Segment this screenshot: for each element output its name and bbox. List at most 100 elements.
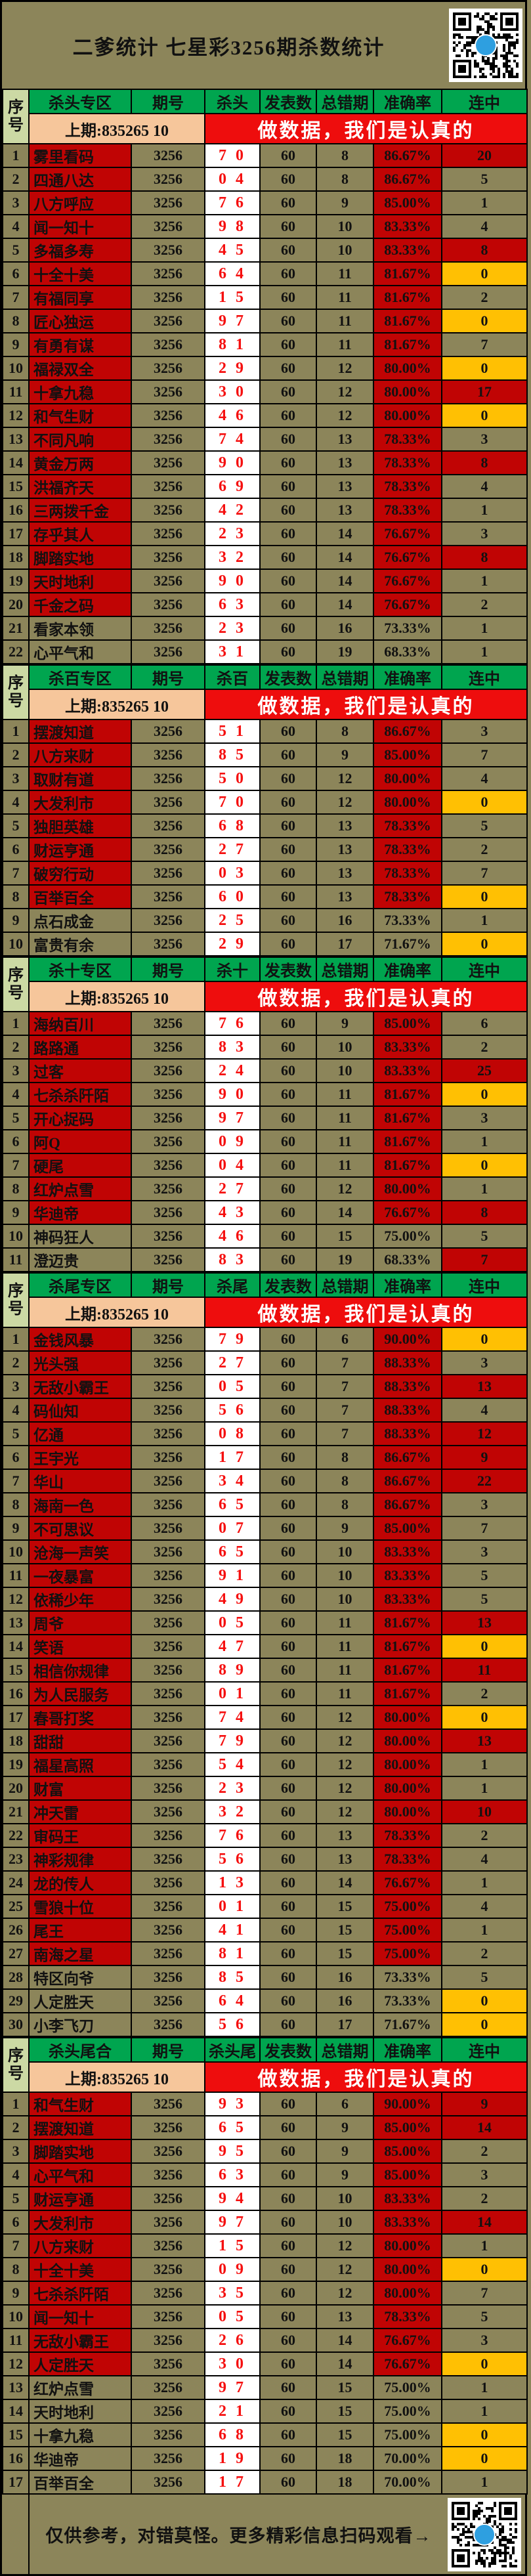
accuracy-rate: 81.67%: [373, 1082, 442, 1107]
publish-count: 60: [259, 1563, 317, 1588]
streak-count: 1: [441, 2399, 528, 2424]
period-number: 3256: [131, 2351, 205, 2376]
column-header-period: 期号: [131, 89, 205, 114]
period-number: 3256: [131, 932, 205, 956]
accuracy-rate: 81.67%: [373, 1658, 442, 1683]
slogan-banner: 做数据，我们是认真的: [204, 981, 528, 1012]
predictor-name: 甜甜: [28, 1728, 132, 1753]
predictor-name: 阿Q: [28, 1129, 132, 1154]
total-errors: 19: [316, 639, 374, 664]
total-errors: 14: [316, 569, 374, 593]
total-errors: 11: [316, 1658, 374, 1683]
accuracy-rate: 85.00%: [373, 190, 442, 215]
kill-digits: 7 0: [204, 790, 261, 815]
publish-count: 60: [259, 2470, 317, 2495]
predictor-name: 审码王: [28, 1823, 132, 1848]
publish-count: 60: [259, 545, 317, 570]
table-row: 10 沧海一声笑 3256 6 5 60 10 83.33% 3: [2, 1539, 528, 1564]
footer: 仅供参考，对错莫怪。更多精彩信息扫码观看→: [2, 2495, 525, 2574]
table-row: 13 红炉点雪 3256 9 7 60 15 75.00% 1: [2, 2375, 528, 2400]
predictor-name: 海纳百川: [28, 1011, 132, 1036]
accuracy-rate: 80.00%: [373, 1776, 442, 1801]
streak-count: 1: [441, 1176, 528, 1201]
kill-digits: 5 6: [204, 1398, 261, 1423]
table-row: 17 百举百全 3256 1 7 60 18 70.00% 1: [2, 2470, 528, 2495]
kill-digits: 2 9: [204, 932, 261, 956]
streak-count: 3: [441, 1492, 528, 1517]
accuracy-rate: 76.67%: [373, 592, 442, 617]
predictor-name: 龙的传人: [28, 1870, 132, 1895]
total-errors: 11: [316, 261, 374, 286]
period-number: 3256: [131, 1587, 205, 1612]
kill-digits: 6 8: [204, 813, 261, 838]
predictor-name: 心平气和: [28, 2162, 132, 2187]
column-header-index: 序 号: [2, 1272, 30, 1328]
table-row: 5 亿通 3256 0 8 60 7 88.33% 12: [2, 1421, 528, 1446]
publish-count: 60: [259, 1082, 317, 1107]
kill-digits: 9 7: [204, 1106, 261, 1130]
predictor-name: 十拿九稳: [28, 379, 132, 404]
period-number: 3256: [131, 379, 205, 404]
table-row: 9 不可思议 3256 0 7 60 9 85.00% 7: [2, 1516, 528, 1541]
predictor-name: 摆渡知道: [28, 719, 132, 744]
row-index: 19: [2, 569, 30, 593]
row-index: 8: [2, 1492, 30, 1517]
total-errors: 10: [316, 2186, 374, 2211]
row-index: 17: [2, 1705, 30, 1730]
publish-count: 60: [259, 2186, 317, 2211]
accuracy-rate: 80.00%: [373, 2281, 442, 2306]
kill-digits: 3 4: [204, 1469, 261, 1493]
row-index: 5: [2, 238, 30, 263]
kill-digits: 7 6: [204, 1011, 261, 1036]
total-errors: 16: [316, 616, 374, 641]
kill-digits: 0 4: [204, 1153, 261, 1178]
predictor-name: 依稀少年: [28, 1587, 132, 1612]
total-errors: 12: [316, 1776, 374, 1801]
table-row: 6 十全十美 3256 6 4 60 11 81.67% 0: [2, 261, 528, 286]
period-number: 3256: [131, 813, 205, 838]
predictor-name: 闻一知十: [28, 214, 132, 239]
streak-count: 7: [441, 2281, 528, 2306]
streak-count: 5: [441, 2304, 528, 2329]
kill-digits: 6 3: [204, 2162, 261, 2187]
row-index: 22: [2, 1823, 30, 1848]
table-row: 1 摆渡知道 3256 5 1 60 8 86.67% 3: [2, 719, 528, 744]
kill-digits: 8 1: [204, 332, 261, 357]
period-number: 3256: [131, 2210, 205, 2235]
accuracy-rate: 75.00%: [373, 2422, 442, 2447]
publish-count: 60: [259, 474, 317, 499]
streak-count: 0: [441, 790, 528, 815]
table-row: 12 和气生财 3256 4 6 60 12 80.00% 0: [2, 403, 528, 428]
table-row: 6 阿Q 3256 0 9 60 11 81.67% 1: [2, 1129, 528, 1154]
publish-count: 60: [259, 2375, 317, 2400]
accuracy-rate: 83.33%: [373, 2186, 442, 2211]
publish-count: 60: [259, 790, 317, 815]
publish-count: 60: [259, 261, 317, 286]
publish-count: 60: [259, 1153, 317, 1178]
section-table-3: 序 号杀十专区 期号 杀十 发表数 总错期 准确率 连中 上期:835265 10 做数据，我们…: [2, 956, 528, 1272]
publish-count: 60: [259, 2092, 317, 2116]
column-header-publish-count: 发表数: [259, 956, 317, 982]
row-index: 15: [2, 2422, 30, 2447]
kill-digits: 9 5: [204, 2139, 261, 2164]
table-row: 8 百举百全 3256 6 0 60 13 78.33% 0: [2, 884, 528, 909]
kill-digits: 6 3: [204, 592, 261, 617]
row-index: 10: [2, 356, 30, 381]
predictor-name: 尾王: [28, 1918, 132, 1943]
kill-digits: 9 3: [204, 2092, 261, 2116]
publish-count: 60: [259, 1870, 317, 1895]
total-errors: 12: [316, 403, 374, 428]
row-index: 19: [2, 1752, 30, 1777]
row-index: 4: [2, 790, 30, 815]
publish-count: 60: [259, 813, 317, 838]
total-errors: 13: [316, 837, 374, 862]
table-row: 21 看家本领 3256 2 3 60 16 73.33% 1: [2, 616, 528, 641]
row-index: 2: [2, 742, 30, 767]
table-row: 5 财运亨通 3256 9 4 60 10 83.33% 2: [2, 2186, 528, 2211]
streak-count: 5: [441, 1224, 528, 1249]
publish-count: 60: [259, 190, 317, 215]
row-index: 30: [2, 2012, 30, 2037]
table-row: 18 甜甜 3256 7 9 60 12 80.00% 13: [2, 1728, 528, 1753]
accuracy-rate: 68.33%: [373, 1247, 442, 1272]
total-errors: 10: [316, 238, 374, 263]
